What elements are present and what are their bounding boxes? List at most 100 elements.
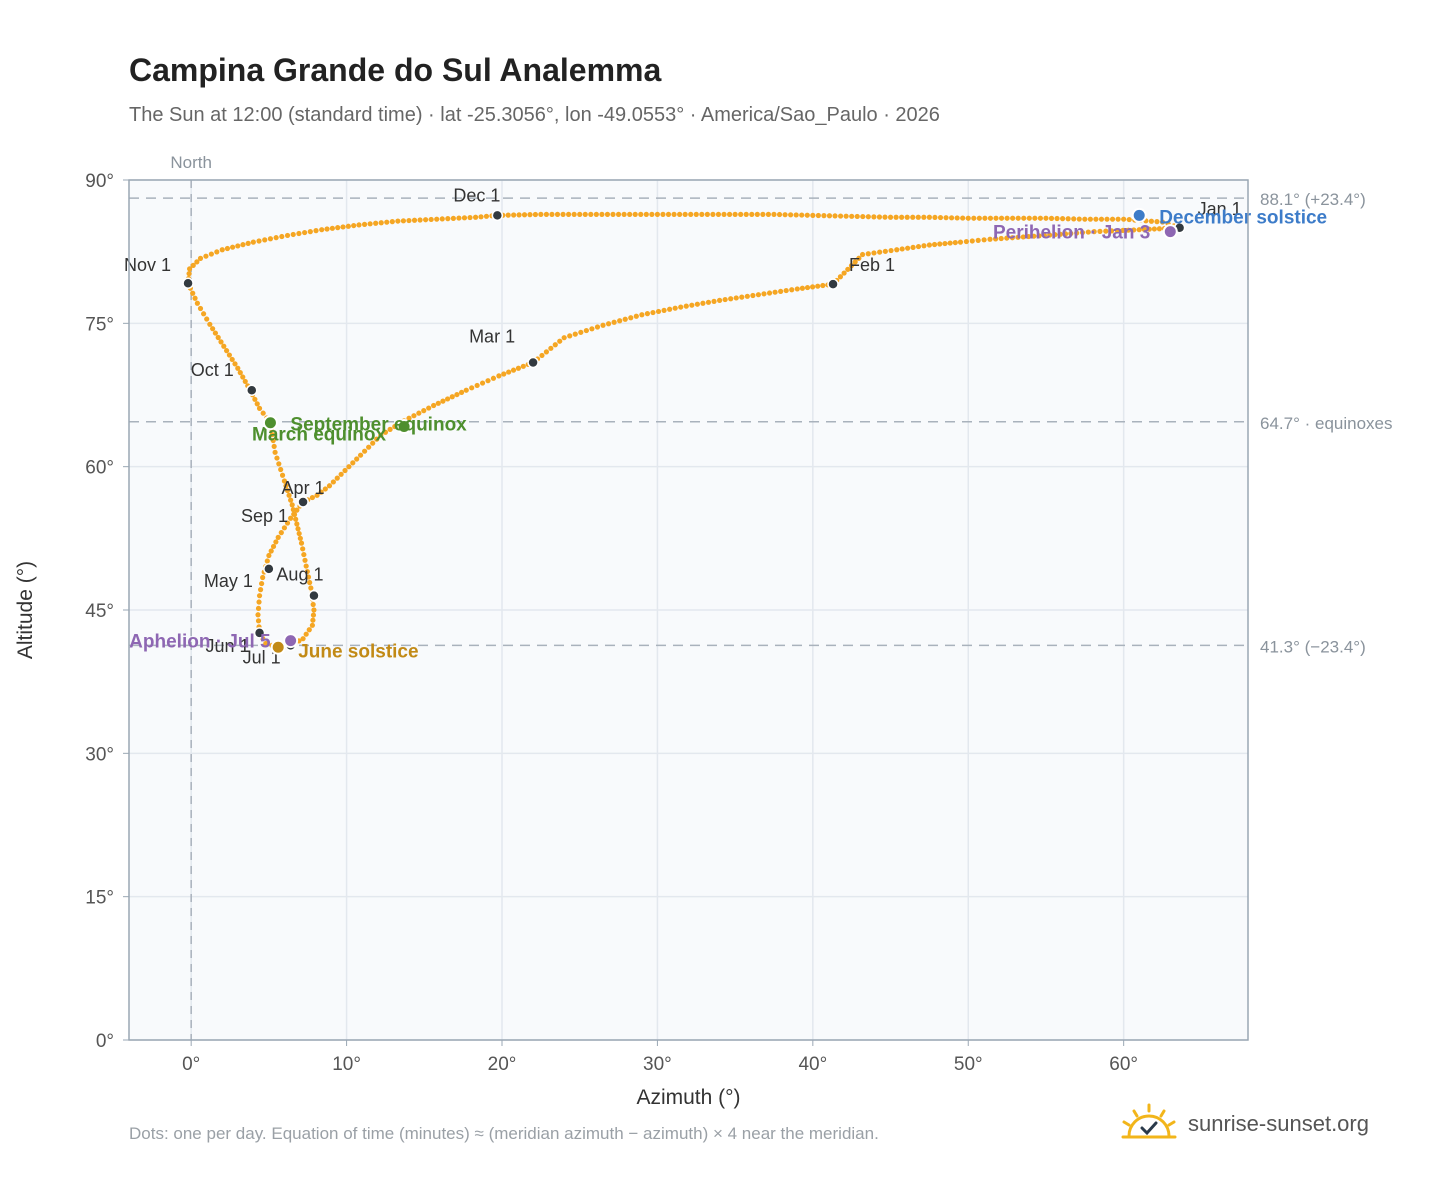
daily-sun-dot	[794, 286, 800, 292]
x-tick-label: 10°	[332, 1054, 361, 1075]
daily-sun-dot	[338, 471, 344, 477]
daily-sun-dot	[1036, 233, 1042, 239]
daily-sun-dot	[937, 214, 944, 221]
daily-sun-dot	[726, 211, 733, 217]
daily-sun-dot	[910, 214, 916, 220]
daily-sun-dot	[644, 311, 651, 317]
daily-sun-dot	[982, 215, 988, 221]
daily-sun-dot	[788, 212, 794, 218]
daily-sun-dot	[583, 327, 589, 334]
daily-sun-dot	[354, 456, 360, 462]
daily-sun-dot	[276, 461, 282, 467]
daily-sun-dot	[334, 475, 340, 481]
daily-sun-dot	[392, 423, 398, 430]
daily-sun-dot	[310, 617, 316, 623]
daily-sun-dot	[826, 213, 833, 219]
brand[interactable]: sunrise-sunset.org	[1120, 1102, 1369, 1146]
daily-sun-dot	[754, 211, 760, 217]
daily-sun-dot	[887, 214, 894, 220]
daily-sun-dot	[732, 211, 738, 217]
daily-sun-dot	[654, 211, 661, 217]
daily-sun-dot	[345, 223, 351, 229]
daily-sun-dot	[804, 284, 811, 291]
daily-sun-dot	[485, 378, 491, 384]
daily-sun-dot	[278, 466, 284, 473]
daily-sun-dot	[463, 387, 469, 393]
daily-sun-dot	[1037, 215, 1044, 221]
daily-sun-dot	[665, 211, 672, 217]
event-label: September equinox	[290, 415, 467, 436]
daily-sun-dot	[760, 211, 766, 217]
daily-sun-dot	[1004, 235, 1010, 241]
daily-sun-dot	[1020, 234, 1026, 240]
x-axis-label: Azimuth (°)	[636, 1086, 740, 1109]
daily-sun-dot	[778, 288, 784, 294]
daily-sun-dot	[1079, 229, 1086, 236]
daily-sun-dot	[1103, 228, 1109, 234]
daily-sun-dot	[1047, 232, 1053, 238]
daily-sun-dot	[721, 211, 727, 217]
daily-sun-dot	[290, 231, 296, 238]
daily-sun-dot	[1120, 227, 1126, 234]
daily-sun-dot	[981, 237, 987, 243]
daily-sun-dot	[262, 237, 268, 243]
daily-sun-dot	[588, 211, 594, 217]
daily-sun-dot	[560, 211, 566, 217]
daily-sun-dot	[593, 211, 599, 217]
daily-sun-dot	[1031, 233, 1037, 239]
daily-sun-dot	[711, 298, 717, 304]
month-marker-label: Dec 1	[453, 185, 500, 205]
daily-sun-dot	[1159, 219, 1166, 225]
y-tick-label: 90°	[85, 171, 114, 192]
daily-sun-dot	[998, 215, 1005, 221]
daily-sun-dot	[643, 211, 649, 217]
daily-sun-dot	[628, 315, 634, 321]
daily-sun-dot	[256, 238, 262, 244]
daily-sun-dot	[1041, 232, 1048, 239]
daily-sun-dot	[1148, 218, 1155, 224]
daily-sun-dot	[255, 618, 262, 624]
daily-sun-dot	[783, 287, 789, 294]
daily-sun-dot	[1098, 216, 1105, 222]
event-label: Aphelion · Jul 5	[129, 632, 271, 653]
daily-sun-dot	[417, 217, 423, 223]
daily-sun-dot	[521, 212, 528, 218]
daily-sun-dot	[314, 492, 320, 498]
daily-sun-dot	[252, 396, 258, 402]
daily-sun-dot	[250, 239, 256, 245]
daily-sun-dot	[382, 429, 389, 435]
daily-sun-dot	[865, 214, 871, 220]
daily-sun-dot	[893, 214, 899, 220]
daily-sun-dot	[1065, 216, 1071, 222]
daily-sun-dot	[1060, 216, 1066, 222]
daily-sun-dot	[272, 449, 278, 455]
daily-sun-dot	[704, 211, 710, 217]
daily-sun-dot	[557, 338, 563, 344]
daily-sun-dot	[750, 292, 756, 299]
daily-sun-dot	[221, 343, 227, 349]
x-tick-label: 20°	[488, 1054, 517, 1075]
daily-sun-dot	[578, 329, 584, 335]
daily-sun-dot	[329, 225, 335, 231]
daily-sun-dot	[899, 246, 905, 252]
daily-sun-dot	[599, 211, 605, 217]
daily-sun-dot	[458, 389, 465, 396]
x-tick-label: 50°	[954, 1054, 983, 1075]
daily-sun-dot	[201, 311, 207, 317]
daily-sun-dot	[1015, 215, 1021, 221]
reference-line-label: 41.3° (−23.4°)	[1260, 637, 1366, 656]
daily-sun-dot	[888, 247, 894, 254]
daily-sun-dot	[268, 548, 274, 554]
daily-sun-dot	[306, 627, 312, 633]
daily-sun-dot	[993, 236, 999, 242]
daily-sun-dot	[715, 211, 722, 217]
brand-name[interactable]: sunrise-sunset.org	[1188, 1111, 1369, 1136]
daily-sun-dot	[242, 378, 248, 385]
daily-sun-dot	[490, 375, 497, 381]
daily-sun-dot	[1136, 227, 1142, 233]
daily-sun-dot	[469, 385, 475, 391]
daily-sun-dot	[235, 243, 241, 249]
event-label: March equinox	[252, 425, 387, 446]
daily-sun-dot	[1026, 215, 1032, 221]
